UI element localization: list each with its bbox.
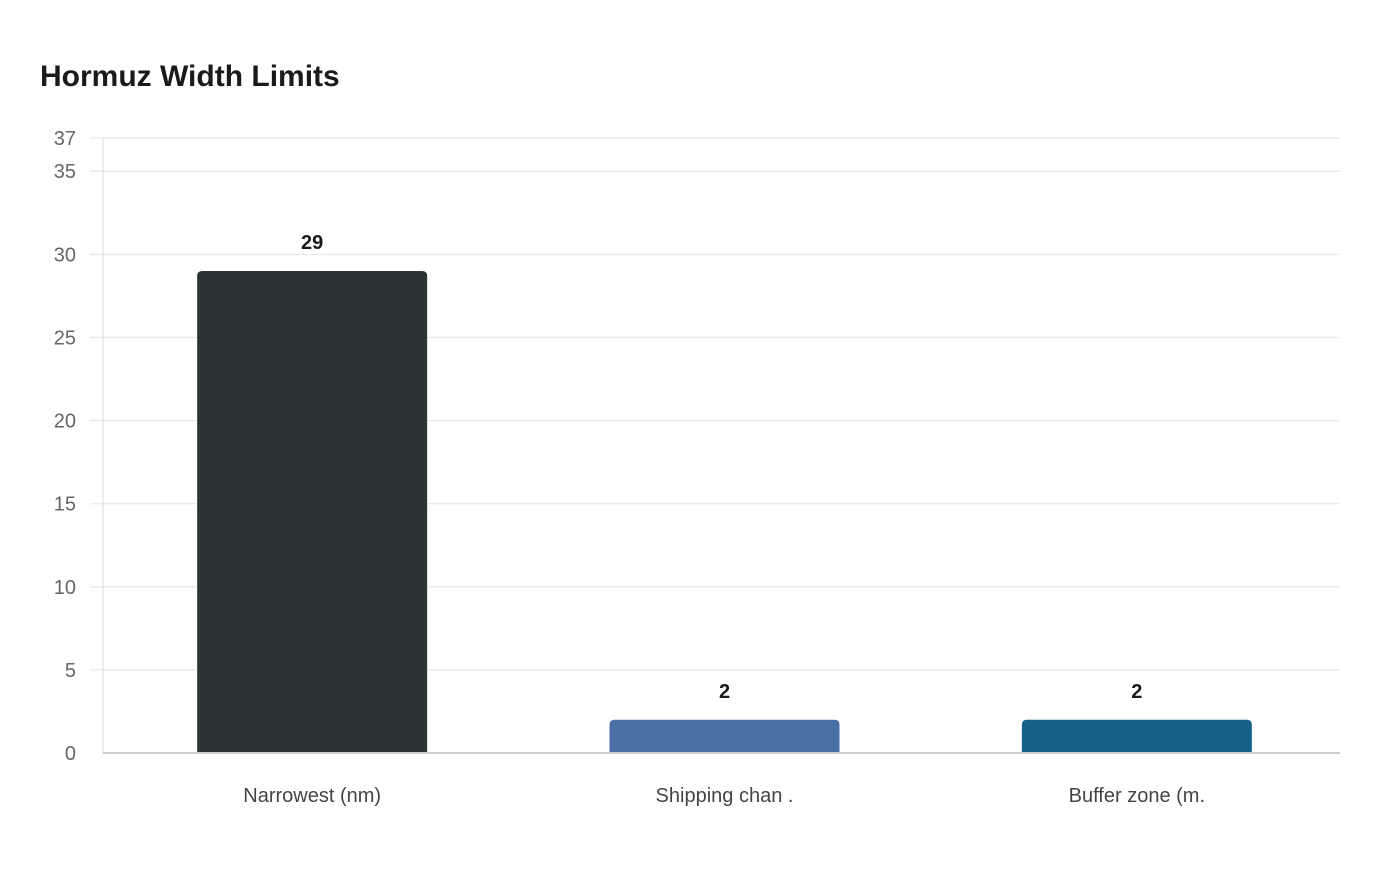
y-tick-label: 37 bbox=[54, 128, 76, 150]
bar[interactable] bbox=[609, 719, 840, 753]
bar-value-label: 29 bbox=[301, 232, 323, 254]
y-tick-label: 15 bbox=[54, 494, 76, 516]
x-tick-label: Shipping chan . bbox=[656, 785, 794, 807]
bar[interactable] bbox=[197, 270, 428, 753]
bar-group: 2 bbox=[1021, 681, 1252, 753]
bar-group: 29 bbox=[197, 232, 428, 753]
x-axis: Narrowest (nm) Shipping chan . Buffer zone… bbox=[103, 752, 1340, 807]
bar-value-label: 2 bbox=[719, 681, 730, 703]
bar-group: 2 bbox=[609, 681, 840, 753]
x-tick-label: Narrowest (nm) bbox=[243, 785, 381, 807]
bars: 29 2 2 bbox=[197, 232, 1252, 753]
y-tick-label: 5 bbox=[65, 660, 76, 682]
y-tick-label: 10 bbox=[54, 577, 76, 599]
x-tick-label: Buffer zone (m. bbox=[1069, 785, 1205, 807]
y-tick-label: 30 bbox=[54, 244, 76, 266]
chart-title: Hormuz Width Limits bbox=[40, 60, 340, 93]
y-tick-label: 25 bbox=[54, 327, 76, 349]
y-tick-label: 20 bbox=[54, 411, 76, 433]
y-tick-label: 0 bbox=[65, 743, 76, 765]
y-axis: 0 5 10 15 20 25 30 35 37 bbox=[54, 128, 104, 765]
bar-value-label: 2 bbox=[1131, 681, 1142, 703]
bar[interactable] bbox=[1021, 719, 1252, 753]
y-tick-label: 35 bbox=[54, 161, 76, 183]
